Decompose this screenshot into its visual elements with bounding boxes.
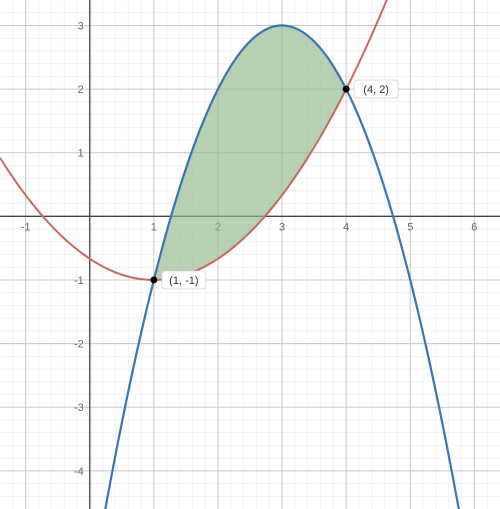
y-tick-label: 1 — [78, 148, 84, 160]
chart-svg: -1123456-4-3-2-1123(1, -1)(4, 2) — [0, 0, 500, 509]
y-tick-label: -1 — [74, 275, 84, 287]
y-tick-label: 2 — [78, 84, 84, 96]
x-tick-label: 4 — [343, 221, 349, 233]
chart: -1123456-4-3-2-1123(1, -1)(4, 2) — [0, 0, 500, 509]
intersection-point — [343, 86, 350, 93]
x-tick-label: 3 — [279, 221, 285, 233]
x-tick-label: 6 — [471, 221, 477, 233]
x-tick-label: 1 — [151, 221, 157, 233]
point-label: (4, 2) — [363, 84, 389, 96]
y-tick-label: -2 — [74, 339, 84, 351]
y-tick-label: -4 — [74, 466, 84, 478]
y-tick-label: -3 — [74, 402, 84, 414]
point-label: (1, -1) — [169, 275, 198, 287]
x-tick-label: 5 — [407, 221, 413, 233]
intersection-point — [150, 276, 157, 283]
y-tick-label: 3 — [78, 20, 84, 32]
x-tick-label: -1 — [21, 221, 31, 233]
